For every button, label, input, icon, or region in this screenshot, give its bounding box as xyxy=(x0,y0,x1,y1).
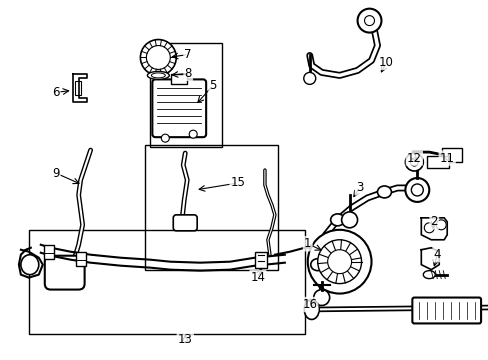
Text: 12: 12 xyxy=(406,152,421,165)
Circle shape xyxy=(435,220,446,230)
Ellipse shape xyxy=(304,300,319,319)
Circle shape xyxy=(364,15,374,26)
Circle shape xyxy=(313,289,329,306)
Bar xyxy=(254,252,266,268)
Ellipse shape xyxy=(377,186,390,198)
FancyBboxPatch shape xyxy=(411,298,480,323)
Ellipse shape xyxy=(147,71,169,80)
Circle shape xyxy=(405,178,428,202)
Text: 10: 10 xyxy=(378,56,393,69)
Text: 7: 7 xyxy=(184,48,192,61)
Circle shape xyxy=(405,153,423,171)
Text: 5: 5 xyxy=(209,79,216,92)
FancyBboxPatch shape xyxy=(45,256,84,289)
FancyBboxPatch shape xyxy=(152,80,206,137)
Text: 15: 15 xyxy=(230,176,245,189)
Bar xyxy=(441,148,461,162)
Circle shape xyxy=(303,72,315,84)
Bar xyxy=(150,42,222,147)
Bar xyxy=(171,75,187,84)
Text: 3: 3 xyxy=(355,181,363,194)
Text: 6: 6 xyxy=(52,86,60,99)
Ellipse shape xyxy=(423,271,434,279)
Text: 14: 14 xyxy=(250,271,265,284)
Circle shape xyxy=(161,134,169,142)
Circle shape xyxy=(410,184,423,196)
Circle shape xyxy=(424,223,433,233)
Ellipse shape xyxy=(151,73,165,78)
Text: 8: 8 xyxy=(184,67,191,80)
Ellipse shape xyxy=(310,259,324,271)
Circle shape xyxy=(146,45,170,69)
Text: 13: 13 xyxy=(178,333,192,346)
Circle shape xyxy=(409,158,417,166)
Text: 4: 4 xyxy=(433,248,440,261)
Text: 1: 1 xyxy=(304,237,311,250)
Circle shape xyxy=(317,240,361,284)
Text: 11: 11 xyxy=(439,152,454,165)
Circle shape xyxy=(357,9,381,32)
Text: 16: 16 xyxy=(302,298,317,311)
Bar xyxy=(29,230,304,334)
Circle shape xyxy=(341,212,357,228)
Circle shape xyxy=(307,230,371,293)
Circle shape xyxy=(140,40,176,75)
Bar xyxy=(75,81,81,95)
Ellipse shape xyxy=(21,255,39,275)
Text: 9: 9 xyxy=(52,167,60,180)
Bar xyxy=(427,156,448,168)
Circle shape xyxy=(327,250,351,274)
Circle shape xyxy=(189,130,197,138)
Bar xyxy=(44,245,54,259)
Bar xyxy=(76,252,85,266)
Ellipse shape xyxy=(330,214,344,226)
Text: 2: 2 xyxy=(429,215,437,228)
Bar xyxy=(145,145,277,270)
FancyBboxPatch shape xyxy=(173,215,197,231)
